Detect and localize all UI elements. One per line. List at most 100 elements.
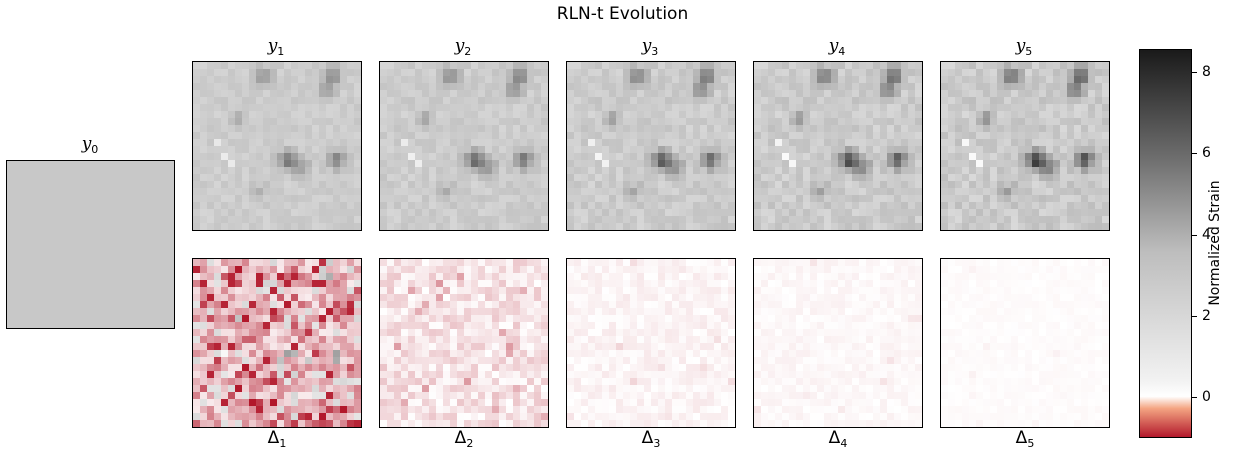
heatmap-cell	[436, 174, 444, 182]
heatmap-cell	[422, 413, 430, 421]
heatmap-cell	[588, 167, 596, 175]
heatmap-cell	[443, 195, 451, 203]
heatmap-cell	[464, 294, 472, 302]
heatmap-cell	[506, 371, 514, 379]
heatmap-cell	[422, 104, 430, 112]
heatmap-cell	[901, 216, 909, 224]
heatmap-cell	[693, 280, 701, 288]
heatmap-cell	[707, 315, 715, 323]
heatmap-cell	[200, 111, 208, 119]
heatmap-cell	[380, 343, 388, 351]
heatmap-cell	[513, 160, 521, 168]
heatmap-cell	[450, 273, 458, 281]
heatmap-cell	[1081, 132, 1089, 140]
heatmap-cell	[588, 343, 596, 351]
heatmap-cell	[595, 195, 603, 203]
heatmap-cell	[333, 118, 341, 126]
heatmap-cell	[1018, 132, 1026, 140]
heatmap-cell	[838, 216, 846, 224]
heatmap-cell	[214, 90, 222, 98]
heatmap-cell	[693, 420, 701, 427]
heatmap-cell	[326, 413, 334, 421]
heatmap-cell	[728, 181, 735, 189]
heatmap-cell	[242, 104, 250, 112]
heatmap-cell	[644, 153, 652, 161]
heatmap-cell	[277, 350, 285, 358]
heatmap-cell	[464, 97, 472, 105]
heatmap-cell	[492, 104, 500, 112]
heatmap-cell	[242, 139, 250, 147]
heatmap-cell	[768, 125, 776, 133]
heatmap-cell	[235, 336, 243, 344]
heatmap-cell	[1046, 139, 1054, 147]
heatmap-cell	[588, 364, 596, 372]
heatmap-cell	[193, 364, 201, 372]
heatmap-cell	[873, 223, 881, 230]
heatmap-cell	[478, 132, 486, 140]
heatmap-cell	[707, 329, 715, 337]
heatmap-cell	[761, 167, 769, 175]
heatmap-cell	[567, 413, 575, 421]
heatmap-cell	[658, 146, 666, 154]
heatmap-cell	[387, 385, 395, 393]
heatmap-cell	[796, 315, 804, 323]
heatmap-cell	[354, 153, 361, 161]
heatmap-cell	[866, 336, 874, 344]
heatmap-cell	[796, 90, 804, 98]
heatmap-cell	[880, 322, 888, 330]
heatmap-cell	[775, 209, 783, 217]
heatmap-cell	[333, 188, 341, 196]
heatmap-cell	[1025, 160, 1033, 168]
heatmap-cell	[242, 399, 250, 407]
heatmap-cell	[520, 413, 528, 421]
heatmap-cell	[513, 111, 521, 119]
heatmap-cell	[630, 153, 638, 161]
heatmap-cell	[485, 76, 493, 84]
heatmap-cell	[326, 322, 334, 330]
heatmap-cell	[193, 118, 201, 126]
heatmap-cell	[658, 167, 666, 175]
heatmap-cell	[775, 294, 783, 302]
heatmap-cell	[623, 273, 631, 281]
heatmap-cell	[1088, 223, 1096, 230]
heatmap-cell	[1067, 97, 1075, 105]
heatmap-cell	[408, 83, 416, 91]
heatmap-cell	[312, 223, 320, 230]
heatmap-cell	[901, 315, 909, 323]
heatmap-cell	[789, 259, 797, 267]
heatmap-cell	[464, 266, 472, 274]
heatmap-cell	[768, 188, 776, 196]
heatmap-cell	[340, 413, 348, 421]
heatmap-cell	[485, 209, 493, 217]
heatmap-cell	[228, 287, 236, 295]
heatmap-cell	[319, 202, 327, 210]
heatmap-cell	[387, 308, 395, 316]
heatmap-cell	[319, 174, 327, 182]
heatmap-cell	[574, 181, 582, 189]
heatmap-cell	[207, 97, 215, 105]
heatmap-cell	[714, 371, 722, 379]
heatmap-cell	[831, 223, 839, 230]
heatmap-cell	[242, 167, 250, 175]
heatmap-cell	[665, 209, 673, 217]
heatmap-cell	[354, 364, 361, 372]
heatmap-cell	[291, 97, 299, 105]
heatmap-cell	[298, 69, 306, 77]
heatmap-cell	[616, 385, 624, 393]
heatmap-cell	[436, 69, 444, 77]
heatmap-cell	[1039, 139, 1047, 147]
heatmap-cell	[901, 132, 909, 140]
heatmap-cell	[866, 181, 874, 189]
heatmap-cell	[602, 406, 610, 414]
heatmap-cell	[1081, 83, 1089, 91]
heatmap-cell	[609, 259, 617, 267]
heatmap-cell	[1004, 139, 1012, 147]
heatmap-cell	[207, 111, 215, 119]
heatmap-cell	[1088, 167, 1096, 175]
heatmap-cell	[665, 399, 673, 407]
heatmap-cell	[962, 83, 970, 91]
heatmap-cell	[1039, 160, 1047, 168]
heatmap-cell	[221, 301, 229, 309]
heatmap-cell	[679, 167, 687, 175]
heatmap-cell	[845, 139, 853, 147]
